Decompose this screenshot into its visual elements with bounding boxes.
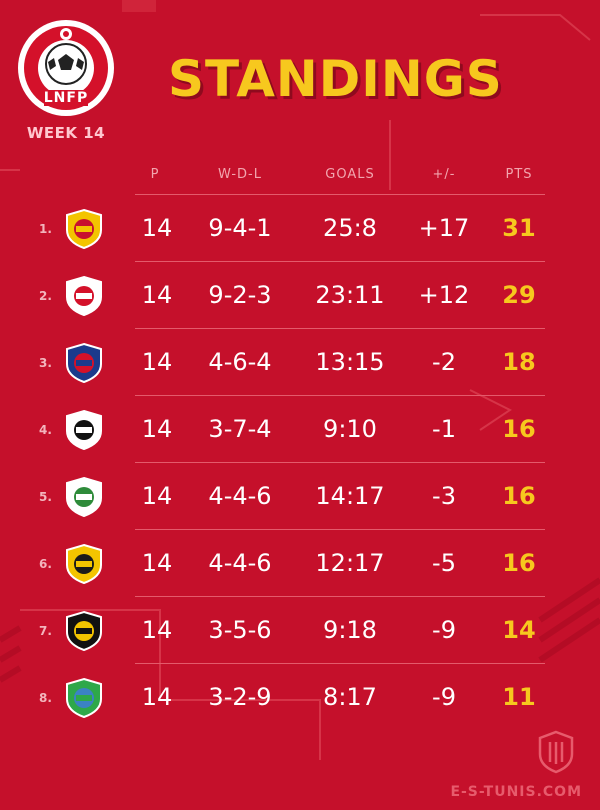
played: 14 [141,415,173,443]
wdl: 4-4-6 [208,482,272,510]
played: 14 [141,683,173,711]
club-1936-crest-icon [66,543,102,585]
goal-difference: -2 [432,348,456,376]
played: 14 [141,549,173,577]
row-divider [135,529,545,530]
points: 11 [502,683,536,711]
row-divider [135,261,545,262]
wdl: 3-5-6 [208,616,272,644]
logo-text: LNFP [43,90,89,106]
wdl: 4-6-4 [208,348,272,376]
wdl: 4-4-6 [208,549,272,577]
etoile-sahel-crest-icon [66,275,102,317]
col-points: PTS [505,167,533,182]
row-divider [135,395,545,396]
row-divider [135,663,545,664]
stade-tunisien-crest-icon [66,476,102,518]
row-divider [135,194,545,195]
lnfp-logo-icon [18,20,114,116]
col-goals: GOALS [325,167,375,182]
goal-difference: -3 [432,482,456,510]
rank: 8. [39,691,52,705]
ust-crest-icon [66,342,102,384]
played: 14 [141,482,173,510]
row-divider [135,328,545,329]
rank: 7. [39,624,52,638]
goals: 8:17 [323,683,377,711]
css-crest-icon [66,409,102,451]
wdl: 3-7-4 [208,415,272,443]
points: 16 [502,549,536,577]
table-row: 3. 14 4-6-4 13:15 -2 18 [0,328,600,395]
goal-difference: -9 [432,616,456,644]
goal-difference: -5 [432,549,456,577]
played: 14 [141,214,173,242]
goals: 14:17 [315,482,385,510]
played: 14 [141,616,173,644]
points: 31 [502,214,536,242]
rank: 4. [39,423,52,437]
played: 14 [141,348,173,376]
page-title: STANDINGS [168,50,503,108]
table-row: 6. 14 4-4-6 12:17 -5 16 [0,529,600,596]
goals: 23:11 [315,281,385,309]
col-diff: +/- [432,167,456,182]
points: 29 [502,281,536,309]
goals: 9:10 [323,415,377,443]
green-crest-icon [66,677,102,719]
row-divider [135,596,545,597]
points: 18 [502,348,536,376]
points: 16 [502,482,536,510]
goal-difference: +12 [418,281,470,309]
table-row: 8. 14 3-2-9 8:17 -9 11 [0,663,600,730]
goals: 12:17 [315,549,385,577]
league-logo: LNFP [16,18,116,118]
rank: 2. [39,289,52,303]
brand-watermark: E-S-TUNIS.COM [450,784,582,800]
goals: 25:8 [323,214,377,242]
week-label: WEEK 14 [26,124,106,142]
goal-difference: -1 [432,415,456,443]
wdl: 3-2-9 [208,683,272,711]
table-row: 7. 14 3-5-6 9:18 -9 14 [0,596,600,663]
table-header: P W-D-L GOALS +/- PTS [0,167,600,187]
rank: 6. [39,557,52,571]
table-row: 4. 14 3-7-4 9:10 -1 16 [0,395,600,462]
goal-difference: +17 [418,214,470,242]
points: 14 [502,616,536,644]
table-row: 2. 14 9-2-3 23:11 +12 29 [0,261,600,328]
col-wdl: W-D-L [218,167,262,182]
esperance-crest-icon [66,208,102,250]
played: 14 [141,281,173,309]
goal-difference: -9 [432,683,456,711]
goals: 13:15 [315,348,385,376]
esz-crest-icon [66,610,102,652]
est-shield-icon [538,730,574,774]
table-row: 5. 14 4-4-6 14:17 -3 16 [0,462,600,529]
wdl: 9-2-3 [208,281,272,309]
rank: 3. [39,356,52,370]
col-played: P [150,167,160,182]
goals: 9:18 [323,616,377,644]
wdl: 9-4-1 [208,214,272,242]
rank: 5. [39,490,52,504]
brand-logo [536,730,576,774]
table-row: 1. 14 9-4-1 25:8 +17 31 [0,194,600,261]
points: 16 [502,415,536,443]
row-divider [135,462,545,463]
rank: 1. [39,222,52,236]
